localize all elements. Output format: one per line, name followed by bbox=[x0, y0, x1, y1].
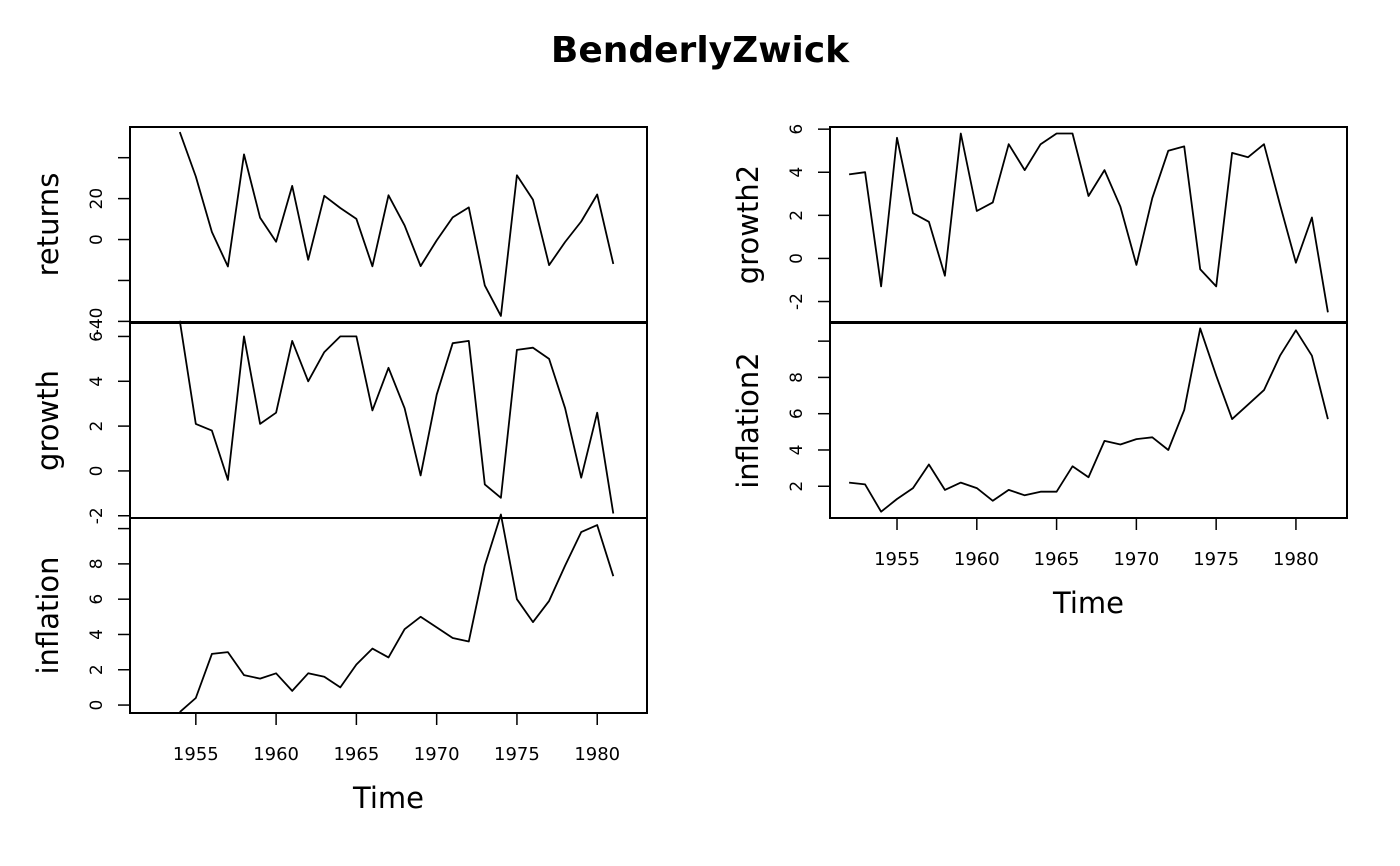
y-axis-label-growth: growth bbox=[31, 370, 65, 471]
y-axis-label-inflation2: inflation2 bbox=[731, 352, 765, 488]
y-tick-label-growth2-4: 4 bbox=[787, 167, 807, 178]
x-tick-label-left-column-1970: 1970 bbox=[414, 744, 460, 765]
y-tick-label-inflation2-4: 4 bbox=[787, 445, 807, 456]
y-tick-label-inflation2-2: 2 bbox=[787, 481, 807, 492]
y-axis-label-inflation: inflation bbox=[31, 556, 65, 674]
panel-frame-growth2 bbox=[829, 126, 1348, 323]
series-line-inflation bbox=[179, 513, 615, 713]
y-tick-label-growth-2: 2 bbox=[87, 421, 107, 432]
y-tick-label-inflation2-8: 8 bbox=[787, 372, 807, 383]
x-tick-label-right-column-1965: 1965 bbox=[1034, 549, 1080, 570]
x-tick-label-right-column-1980: 1980 bbox=[1273, 549, 1319, 570]
chart-title: BenderlyZwick bbox=[550, 30, 850, 71]
y-tick-label-growth2-0: 0 bbox=[787, 253, 807, 264]
series-line-returns bbox=[178, 131, 615, 317]
panel-frame-inflation2 bbox=[829, 322, 1348, 519]
x-tick-label-left-column-1965: 1965 bbox=[333, 744, 379, 765]
x-tick-label-left-column-1975: 1975 bbox=[494, 744, 540, 765]
y-tick-label-growth-4: 4 bbox=[87, 376, 107, 387]
x-tick-label-right-column-1960: 1960 bbox=[954, 549, 1000, 570]
x-tick-label-left-column-1955: 1955 bbox=[173, 744, 219, 765]
panel-frame-returns bbox=[129, 126, 648, 323]
y-tick-label-inflation-4: 4 bbox=[87, 629, 107, 640]
panel-frame-inflation bbox=[129, 517, 648, 714]
y-tick-label-returns-0: 0 bbox=[87, 234, 107, 245]
series-line-inflation2 bbox=[848, 327, 1329, 513]
x-axis-label-right-column: Time bbox=[1052, 586, 1124, 620]
y-tick-label-returns--40: -40 bbox=[87, 307, 107, 335]
y-tick-label-growth--2: -2 bbox=[87, 507, 107, 524]
y-tick-label-growth2-6: 6 bbox=[787, 124, 807, 135]
x-tick-label-right-column-1955: 1955 bbox=[874, 549, 920, 570]
series-line-growth2 bbox=[848, 132, 1329, 313]
y-tick-label-inflation-6: 6 bbox=[87, 594, 107, 605]
y-axis-label-growth2: growth2 bbox=[731, 165, 765, 284]
x-tick-label-left-column-1960: 1960 bbox=[253, 744, 299, 765]
y-tick-label-returns-20: 20 bbox=[87, 188, 107, 210]
y-tick-label-growth2-2: 2 bbox=[787, 210, 807, 221]
y-tick-label-inflation-0: 0 bbox=[87, 700, 107, 711]
x-tick-label-right-column-1975: 1975 bbox=[1193, 549, 1239, 570]
x-tick-label-right-column-1970: 1970 bbox=[1113, 549, 1159, 570]
y-axis-label-returns: returns bbox=[31, 173, 65, 277]
y-tick-label-inflation-8: 8 bbox=[87, 558, 107, 569]
y-tick-label-inflation-2: 2 bbox=[87, 664, 107, 675]
y-tick-label-growth-6: 6 bbox=[87, 331, 107, 342]
series-line-growth bbox=[178, 320, 615, 514]
y-tick-label-growth2--2: -2 bbox=[787, 293, 807, 310]
panel-frame-growth bbox=[129, 322, 648, 519]
x-axis-label-left-column: Time bbox=[352, 781, 424, 815]
y-tick-label-growth-0: 0 bbox=[87, 466, 107, 477]
x-tick-label-left-column-1980: 1980 bbox=[574, 744, 620, 765]
y-tick-label-inflation2-6: 6 bbox=[787, 408, 807, 419]
